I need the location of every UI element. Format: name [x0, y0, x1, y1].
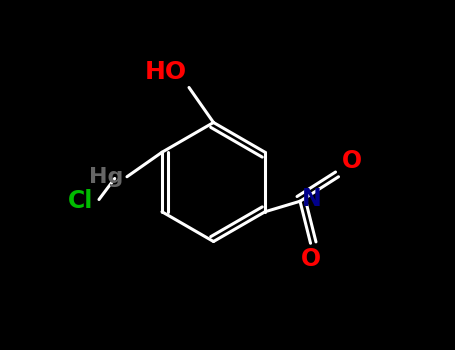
Text: Cl: Cl [68, 189, 94, 213]
Text: HO: HO [145, 60, 187, 84]
Text: O: O [342, 149, 362, 173]
Text: N: N [302, 188, 322, 211]
Text: Hg: Hg [89, 167, 123, 187]
Text: O: O [300, 247, 321, 271]
